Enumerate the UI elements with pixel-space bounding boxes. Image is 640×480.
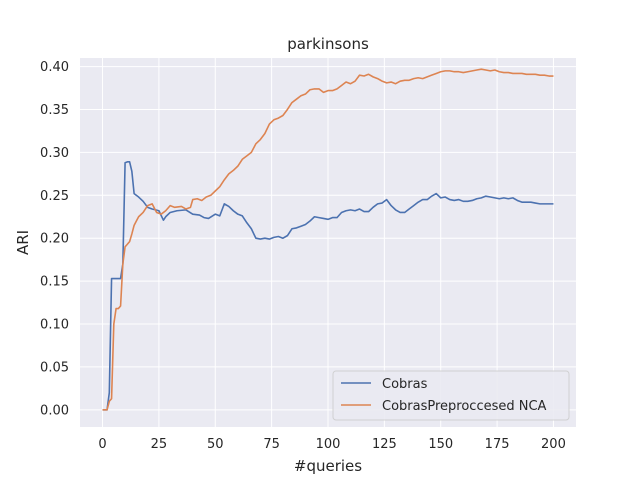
x-tick-label: 100: [316, 437, 341, 452]
y-tick-label: 0.30: [40, 146, 69, 161]
x-tick-labels: 0 25 50 75 100 125 150 175 200: [98, 437, 565, 452]
y-axis-label: ARI: [14, 230, 32, 255]
series-group: [102, 68, 554, 411]
y-tick-label: 0.10: [40, 318, 69, 333]
legend-label-cobras: Cobras: [382, 377, 428, 392]
x-axis-label: #queries: [294, 457, 362, 475]
y-tick-label: 0.15: [40, 275, 69, 290]
x-tick-label: 125: [372, 437, 397, 452]
x-tick-label: 200: [541, 437, 566, 452]
x-tick-label: 150: [428, 437, 453, 452]
x-tick-label: 25: [151, 437, 168, 452]
series-line-1: [102, 68, 554, 411]
x-tick-label: 50: [207, 437, 224, 452]
y-tick-label: 0.20: [40, 232, 69, 247]
x-tick-label: 75: [263, 437, 280, 452]
x-tick-label: 0: [98, 437, 106, 452]
y-tick-label: 0.05: [40, 360, 69, 375]
chart-title: parkinsons: [287, 35, 369, 53]
x-tick-label: 175: [485, 437, 510, 452]
y-tick-label: 0.25: [40, 189, 69, 204]
y-tick-label: 0.40: [40, 60, 69, 75]
series-line-0: [102, 161, 554, 411]
legend: Cobras CobrasPreproccesed NCA: [332, 370, 570, 421]
legend-box: [332, 370, 570, 421]
y-tick-label: 0.35: [40, 103, 69, 118]
legend-label-cobras-nca: CobrasPreproccesed NCA: [382, 399, 547, 414]
y-tick-labels: 0.00 0.05 0.10 0.15 0.20 0.25 0.30 0.35 0.40: [40, 60, 69, 418]
y-tick-label: 0.00: [40, 403, 69, 418]
